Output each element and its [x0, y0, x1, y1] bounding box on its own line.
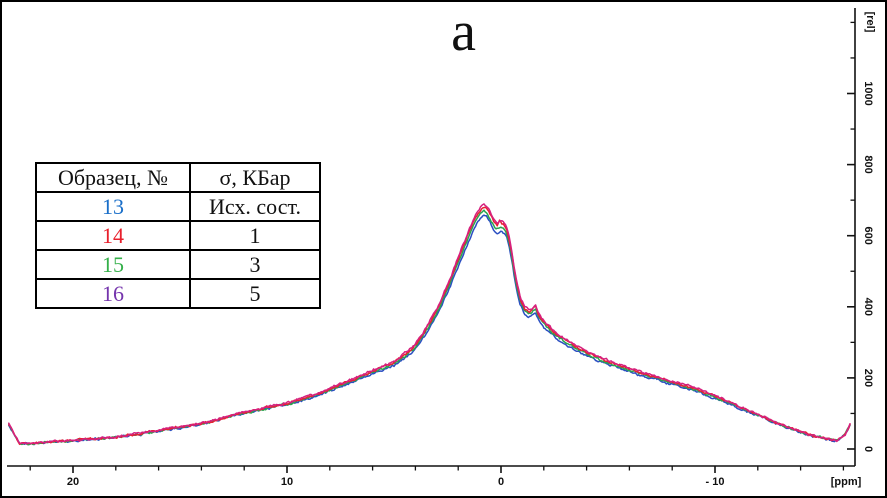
y-tick-label: 200 [862, 369, 874, 387]
y-tick-label: 400 [862, 298, 874, 316]
y-tick-label: 800 [862, 155, 874, 173]
spectrum-curve-15 [8, 209, 851, 446]
figure-title: a [451, 1, 476, 63]
legend-row-14: 14 1 [35, 220, 321, 251]
y-tick-label: 600 [862, 227, 874, 245]
y-tick-label: 0 [862, 446, 874, 452]
spectrum-curves [8, 203, 851, 446]
y-tick-label: 1000 [862, 81, 874, 105]
x-axis-unit-label: [ppm] [831, 476, 862, 488]
legend-sigma-13: Исх. сост. [189, 191, 321, 222]
legend-sigma-16: 5 [189, 278, 321, 309]
x-tick-label: 0 [498, 476, 504, 488]
legend-row-13: 13 Исх. сост. [35, 191, 321, 222]
spectrum-curve-13 [8, 214, 851, 446]
legend-sigma-15: 3 [189, 249, 321, 280]
x-tick-label: 10 [281, 476, 293, 488]
legend-header-sample: Образец, № [35, 162, 191, 193]
legend-sample-16: 16 [35, 278, 191, 309]
x-tick-label: - 10 [706, 476, 725, 488]
legend-sigma-14: 1 [189, 220, 321, 251]
y-axis-rel: 0 200 400 600 800 1000 [rel] [847, 8, 876, 466]
legend-sample-15: 15 [35, 249, 191, 280]
legend-sample-14: 14 [35, 220, 191, 251]
spectrum-curve-16 [8, 203, 851, 445]
x-axis-ppm: 20 10 0 - 10 [ppm] [7, 465, 862, 488]
legend-row-16: 16 5 [35, 278, 321, 309]
legend-header-row: Образец, № σ, КБар [35, 162, 321, 193]
legend-sample-13: 13 [35, 191, 191, 222]
y-axis-unit-label: [rel] [864, 12, 876, 33]
x-tick-label: 20 [67, 476, 79, 488]
legend-row-15: 15 3 [35, 249, 321, 280]
legend-header-sigma: σ, КБар [189, 162, 321, 193]
legend-table: Образец, № σ, КБар 13 Исх. сост. 14 1 15… [35, 162, 321, 309]
